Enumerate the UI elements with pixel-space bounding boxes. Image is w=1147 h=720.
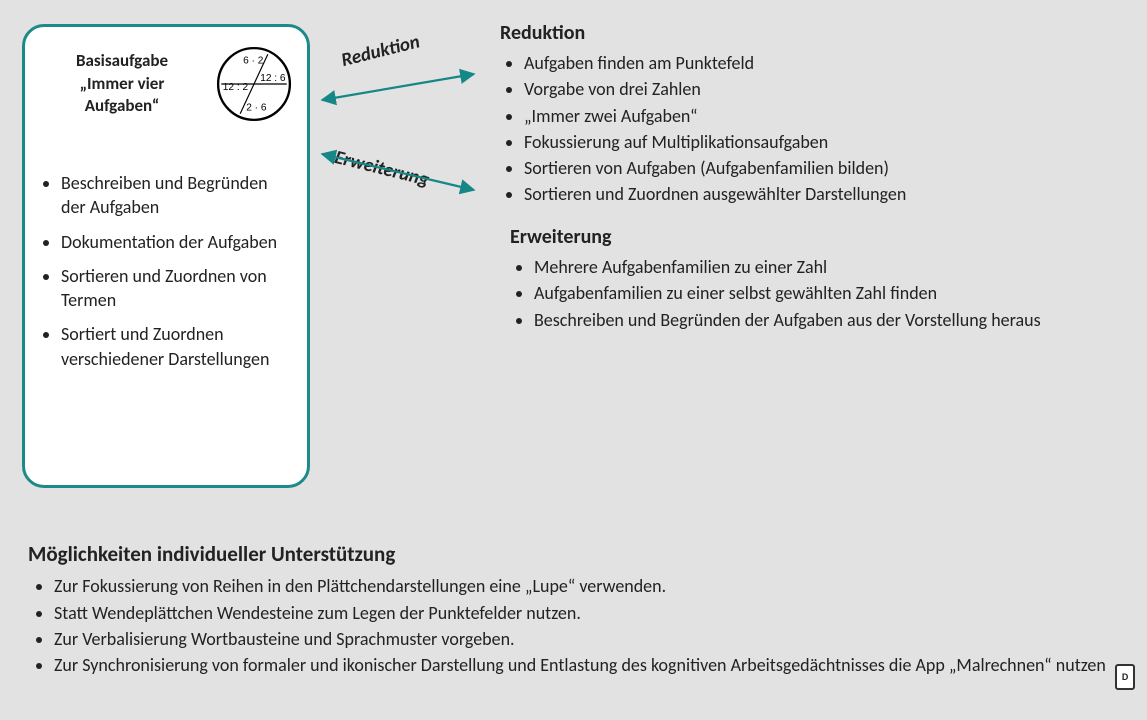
erweiterung-bullet: Mehrere Aufgabenfamilien zu einer Zahl — [534, 255, 1130, 279]
support-block: Möglichkeiten individueller Unterstützun… — [28, 540, 1118, 680]
reduktion-bullet: Fokussierung auf Multiplikationsaufgaben — [524, 130, 1120, 154]
clock-item-1: 12 : 6 — [260, 73, 286, 84]
reduktion-bullet: „Immer zwei Aufgaben“ — [524, 104, 1120, 128]
card-title-line1: Basisaufgabe — [76, 50, 168, 71]
basisaufgabe-card: Basisaufgabe „Immer vier Aufgaben“ 6 · 2… — [22, 24, 310, 488]
arrow-erweiterung-icon — [314, 148, 484, 198]
reduktion-bullet: Sortieren von Aufgaben (Aufgabenfamilien… — [524, 156, 1120, 180]
support-bullet: Zur Synchronisierung von formaler und ik… — [54, 653, 1118, 677]
erweiterung-bullet: Aufgabenfamilien zu einer selbst gewählt… — [534, 281, 1130, 305]
support-list: Zur Fokussierung von Reihen in den Plätt… — [28, 574, 1118, 677]
clock-item-0: 6 · 2 — [243, 56, 264, 67]
device-icon: D — [1115, 664, 1135, 690]
erweiterung-heading: Erweiterung — [510, 224, 1130, 251]
card-bullet: Sortieren und Zuordnen von Termen — [61, 264, 293, 313]
reduktion-bullet: Vorgabe von drei Zahlen — [524, 77, 1120, 101]
card-title: Basisaufgabe „Immer vier Aufgaben“ — [39, 50, 205, 119]
device-icon-label: D — [1122, 670, 1128, 684]
arrow-reduktion-icon — [314, 68, 484, 108]
reduktion-bullet: Sortieren und Zuordnen ausgewählter Dars… — [524, 182, 1120, 206]
erweiterung-list: Mehrere Aufgabenfamilien zu einer Zahl A… — [510, 255, 1130, 332]
support-heading: Möglichkeiten individueller Unterstützun… — [28, 540, 1118, 568]
card-title-line3: Aufgaben“ — [85, 95, 160, 116]
card-title-line2: „Immer vier — [80, 73, 165, 94]
card-bullet: Beschreiben und Begründen der Aufgaben — [61, 171, 293, 220]
clock-diagram-icon: 6 · 2 12 : 6 12 : 2 2 · 6 — [215, 45, 293, 123]
support-bullet: Zur Verbalisierung Wortbausteine und Spr… — [54, 627, 1118, 651]
card-bullet: Dokumentation der Aufgaben — [61, 230, 293, 254]
support-bullet: Zur Fokussierung von Reihen in den Plätt… — [54, 574, 1118, 598]
card-bullet-list: Beschreiben und Begründen der Aufgaben D… — [39, 171, 293, 371]
clock-item-3: 2 · 6 — [246, 103, 267, 114]
clock-item-2: 12 : 2 — [223, 82, 249, 93]
arrow-label-reduktion: Reduktion — [339, 29, 423, 73]
erweiterung-bullet: Beschreiben und Begründen der Aufgaben a… — [534, 308, 1130, 332]
reduktion-block: Reduktion Aufgaben finden am Punktefeld … — [500, 20, 1120, 209]
reduktion-list: Aufgaben finden am Punktefeld Vorgabe vo… — [500, 51, 1120, 207]
card-bullet: Sortiert und Zuordnen verschiedener Dars… — [61, 322, 293, 371]
erweiterung-block: Erweiterung Mehrere Aufgabenfamilien zu … — [510, 224, 1130, 334]
reduktion-heading: Reduktion — [500, 20, 1120, 47]
reduktion-bullet: Aufgaben finden am Punktefeld — [524, 51, 1120, 75]
card-header: Basisaufgabe „Immer vier Aufgaben“ 6 · 2… — [39, 45, 293, 123]
support-bullet: Statt Wendeplättchen Wendesteine zum Leg… — [54, 601, 1118, 625]
